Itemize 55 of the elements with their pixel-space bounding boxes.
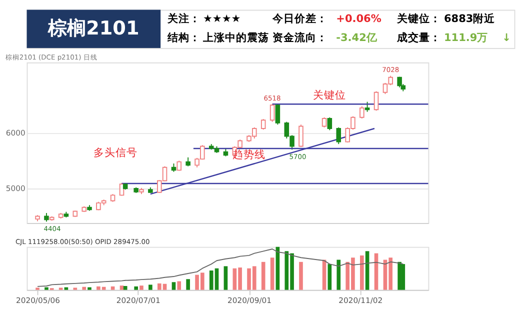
text: 今日价差： <box>271 12 328 25</box>
bar <box>328 264 332 290</box>
bar <box>140 286 144 290</box>
bar <box>123 286 128 290</box>
candlestick <box>270 104 275 122</box>
annotation: 趋势线 <box>232 148 266 161</box>
bar <box>224 266 228 290</box>
text: 6883附近 <box>444 12 496 25</box>
x-tick-label: 2020/07/01 <box>116 296 160 305</box>
annotation: 关键位 <box>313 88 346 102</box>
bar <box>148 284 152 290</box>
text: ★★★★ <box>203 12 241 25</box>
bar <box>172 282 176 290</box>
annotation: 多头信号 <box>94 146 138 160</box>
text: +0.06% <box>336 12 382 25</box>
text: 关注： <box>166 12 200 25</box>
x-tick-label: 2020/05/06 <box>16 296 60 305</box>
text: 上涨中的震荡 <box>202 30 270 44</box>
text: 111.9万 <box>444 32 488 44</box>
candlestick <box>322 116 327 128</box>
bar <box>270 258 274 290</box>
y-tick-label: 5000 <box>6 184 26 193</box>
candlestick <box>275 104 280 126</box>
text: 结构： <box>166 30 200 44</box>
bar <box>120 286 124 290</box>
bar <box>365 251 370 290</box>
candlestick <box>360 106 364 119</box>
candlestick <box>260 118 266 130</box>
bar <box>134 286 138 290</box>
bar <box>186 279 190 290</box>
text: -3.42亿 <box>336 32 378 44</box>
x-tick-label: 2020/11/02 <box>338 296 383 305</box>
bar <box>88 287 92 290</box>
candlestick <box>298 124 304 148</box>
text: 关键位： <box>396 12 442 25</box>
y-tick-label: 6000 <box>6 128 26 138</box>
text: 成交量： <box>396 30 442 44</box>
bar <box>64 287 68 290</box>
text: ↓ <box>502 32 511 44</box>
bar <box>44 287 48 290</box>
bar <box>110 286 115 290</box>
bar <box>261 262 266 290</box>
bar <box>299 262 303 290</box>
bar <box>360 255 364 290</box>
candlestick <box>374 90 379 112</box>
candlestick <box>327 116 332 131</box>
bar <box>336 260 341 290</box>
candlestick <box>336 126 342 145</box>
x-tick-label: 2020/09/01 <box>228 296 272 305</box>
candlestick <box>364 101 370 112</box>
bar <box>177 281 182 290</box>
text: 资金流向： <box>272 30 328 44</box>
bar <box>401 264 406 290</box>
text: 棕榈2101 <box>47 16 140 40</box>
bar <box>82 286 86 290</box>
